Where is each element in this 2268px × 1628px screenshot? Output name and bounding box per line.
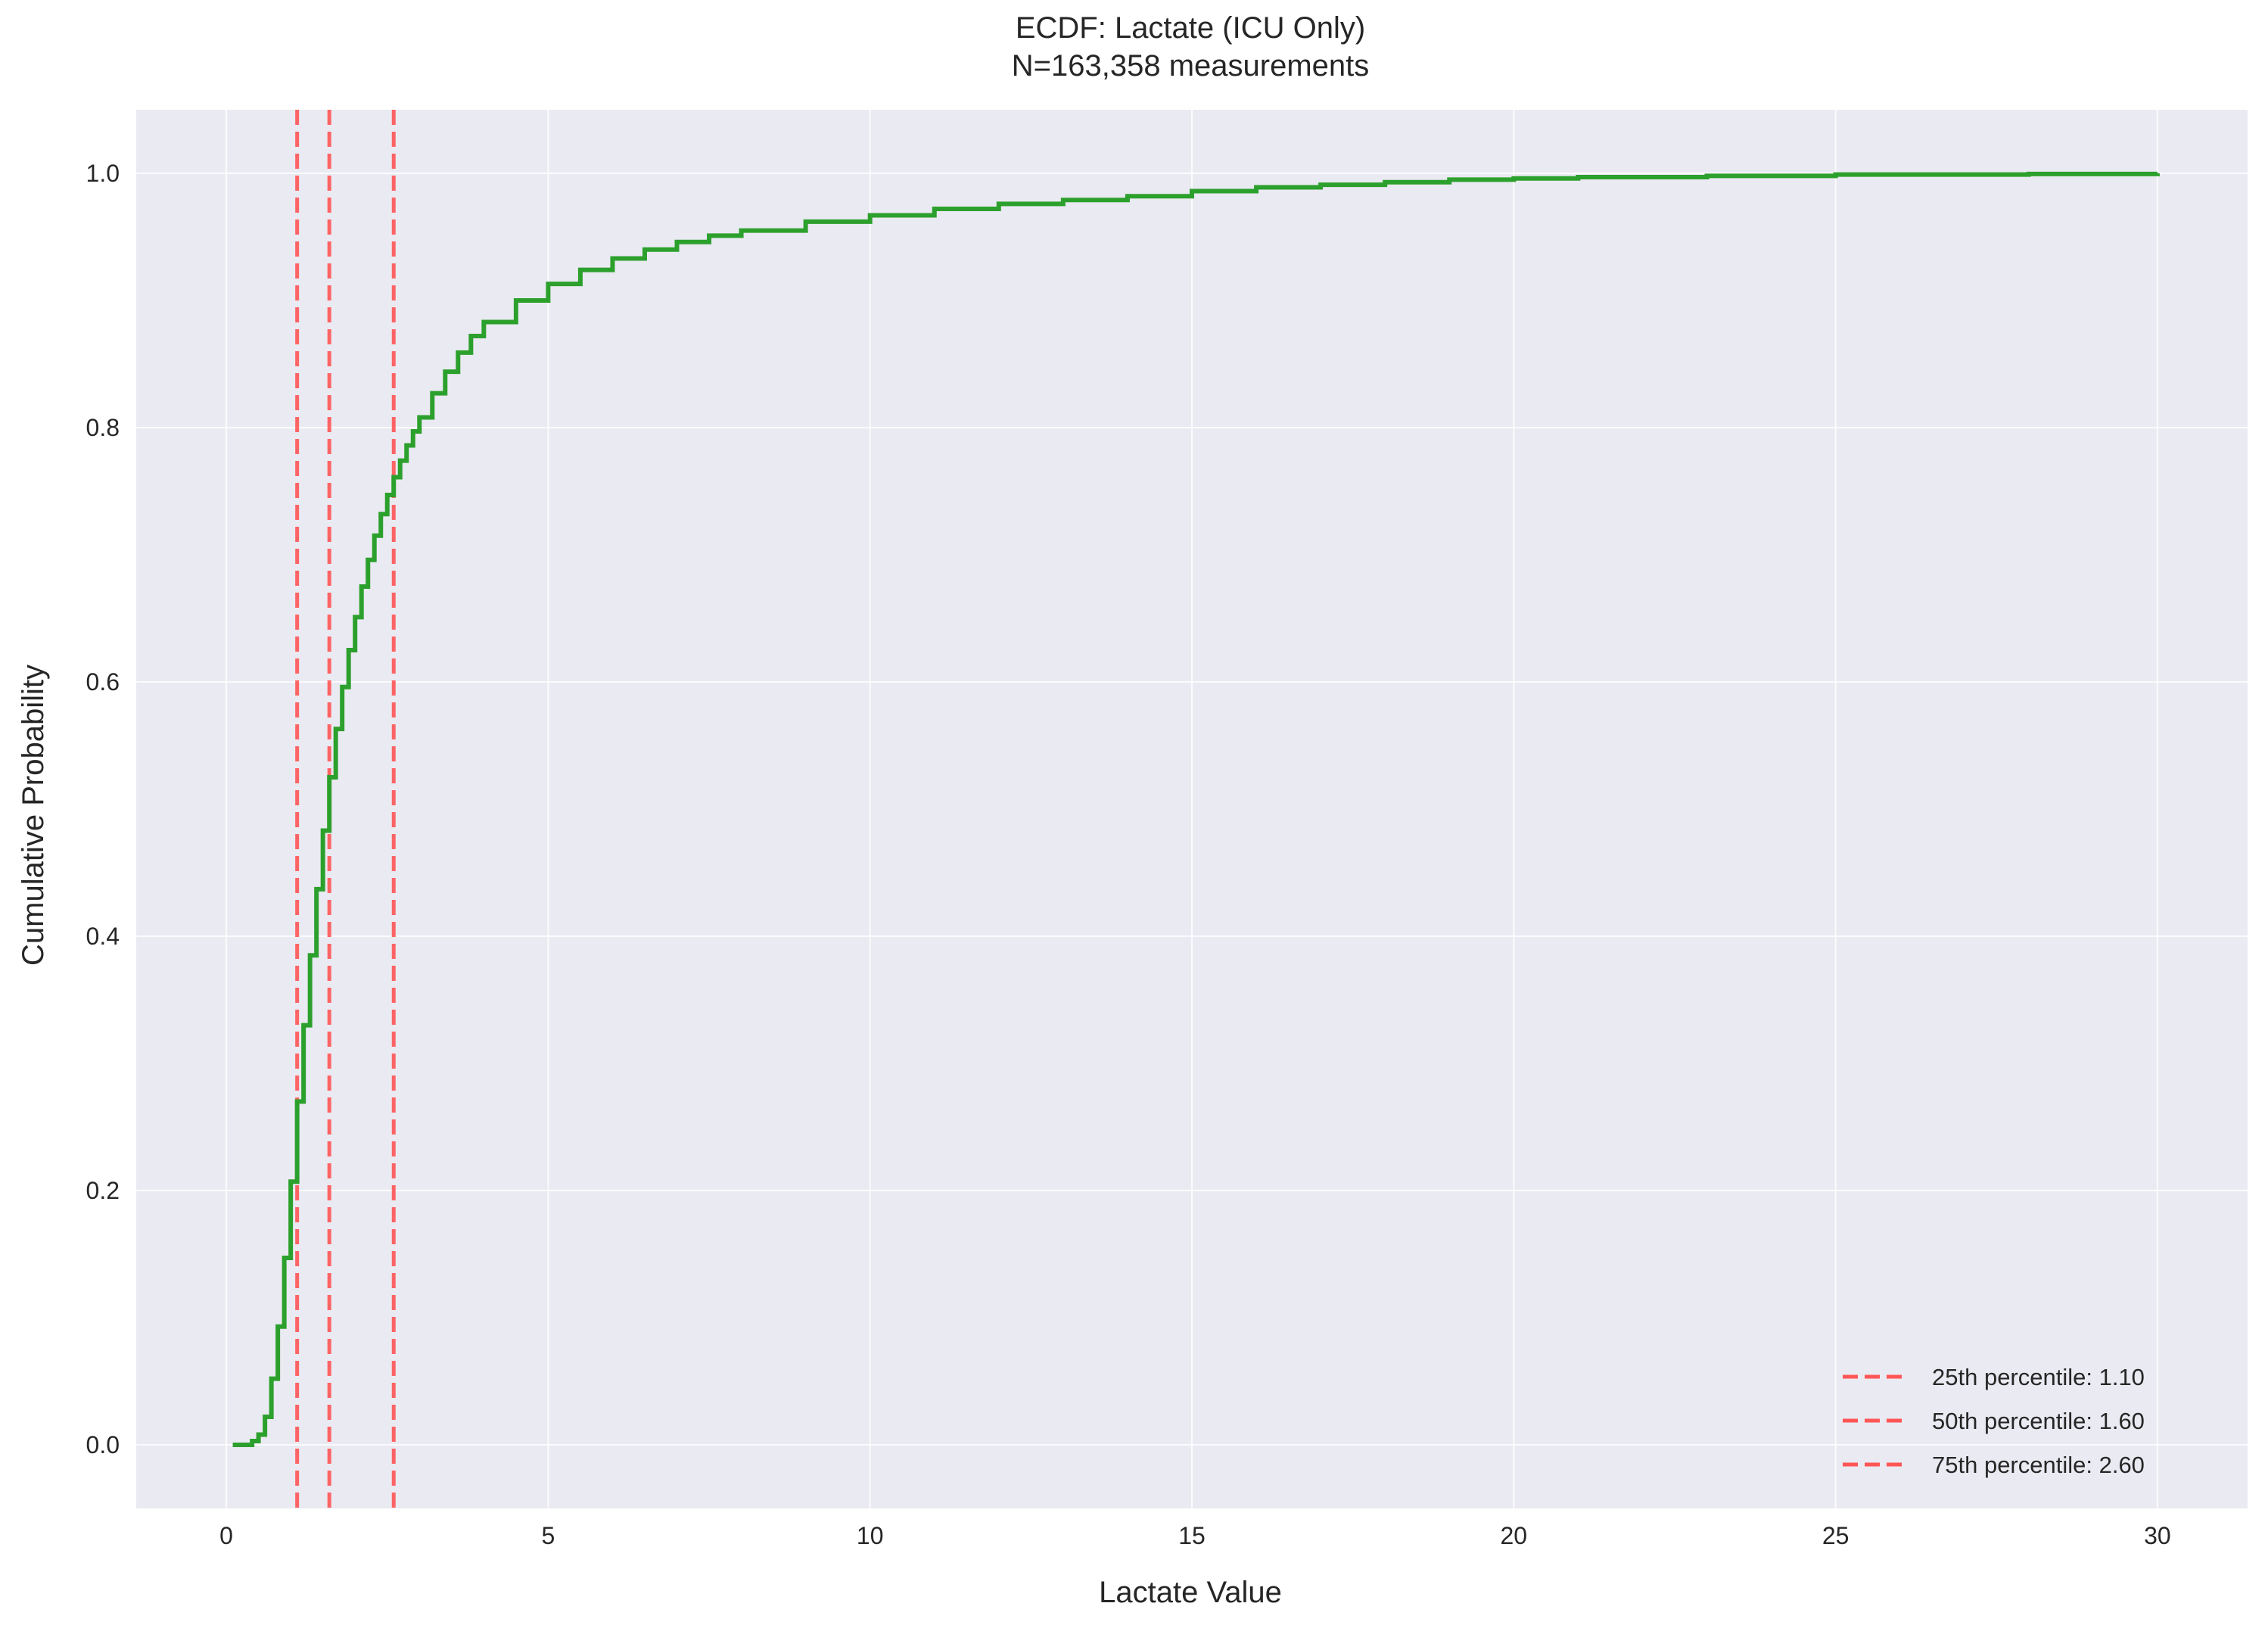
y-tick-label: 1.0	[86, 160, 120, 187]
legend-entry: 75th percentile: 2.60	[1932, 1452, 2145, 1478]
x-tick-label: 20	[1501, 1522, 1528, 1549]
ecdf-line	[232, 171, 2160, 1447]
y-tick-label: 0.4	[86, 923, 120, 950]
grid-lines	[136, 110, 2248, 1508]
x-tick-label: 25	[1822, 1522, 1850, 1549]
x-tick-label: 30	[2144, 1522, 2171, 1549]
percentile-lines	[295, 110, 396, 1508]
legend-entry: 25th percentile: 1.10	[1932, 1364, 2145, 1390]
y-tick-label: 0.8	[86, 414, 120, 441]
chart-subtitle: N=163,358 measurements	[1012, 49, 1370, 82]
y-tick-label: 0.2	[86, 1177, 120, 1204]
ecdf-series	[232, 171, 2160, 1447]
y-tick-label: 0.0	[86, 1431, 120, 1458]
legend-entry: 50th percentile: 1.60	[1932, 1408, 2145, 1434]
y-tick-label: 0.6	[86, 668, 120, 696]
x-tick-label: 5	[541, 1522, 555, 1549]
chart-title: ECDF: Lactate (ICU Only)	[1016, 11, 1365, 45]
x-axis-label: Lactate Value	[1099, 1576, 1282, 1609]
legend: 25th percentile: 1.10 50th percentile: 1.…	[1843, 1364, 2145, 1478]
x-tick-label: 0	[219, 1522, 233, 1549]
x-tick-label: 10	[857, 1522, 884, 1549]
x-tick-label: 15	[1178, 1522, 1206, 1549]
tick-labels: 0 5 10 15 20 25 30 0.0 0.2 0.4 0.6 0.8 1.0	[86, 160, 2171, 1549]
y-axis-label: Cumulative Probability	[17, 665, 50, 966]
